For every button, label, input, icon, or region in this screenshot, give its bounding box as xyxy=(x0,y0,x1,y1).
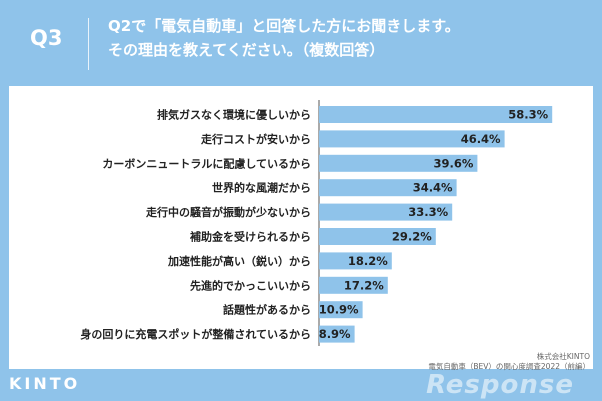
value-label-9: 8.9% xyxy=(319,327,351,341)
question-line-1: Q2で「電気自動車」と回答した方にお聞きします。 xyxy=(108,17,460,35)
bar-4 xyxy=(319,203,453,221)
category-label-0: 排気ガスなく環境に優しいから xyxy=(157,108,311,122)
bar-9 xyxy=(319,325,355,343)
category-label-6: 加速性能が高い（鋭い）から xyxy=(167,254,311,268)
question-text: Q2で「電気自動車」と回答した方にお聞きします。 その理由を教えてください。（複… xyxy=(108,14,588,62)
value-label-0: 58.3% xyxy=(508,108,548,122)
category-label-8: 話題性があるから xyxy=(223,303,311,317)
category-label-2: カーボンニュートラルに配慮しているから xyxy=(102,156,311,170)
value-label-7: 17.2% xyxy=(344,278,384,292)
value-label-3: 34.4% xyxy=(413,181,453,195)
bar-8 xyxy=(319,301,363,319)
value-label-4: 33.3% xyxy=(408,205,448,219)
kinto-logo: KINTO xyxy=(9,374,81,393)
bar-1 xyxy=(319,130,505,148)
bar-chart: 排気ガスなく環境に優しいから 58.3% 走行コストが安いから 46.4% カーボンニュ… xyxy=(80,100,553,346)
bar-7 xyxy=(319,276,388,294)
bar-5 xyxy=(319,228,436,245)
chart-panel: 排気ガスなく環境に優しいから 58.3% 走行コストが安いから 46.4% カーボンニュ… xyxy=(9,86,593,369)
bar-0 xyxy=(319,106,553,123)
value-label-5: 29.2% xyxy=(392,230,432,244)
value-label-6: 18.2% xyxy=(348,254,388,268)
question-line-2: その理由を教えてください。（複数回答） xyxy=(108,41,385,59)
category-label-7: 先進的でかっこいいから xyxy=(190,278,311,292)
category-label-9: 身の回りに充電スポットが整備されているから xyxy=(80,327,311,341)
source-note: 株式会社KINTO 電気自動車（BEV）の関心度調査2022（前編） xyxy=(428,352,590,372)
value-label-1: 46.4% xyxy=(461,132,501,146)
bar-2 xyxy=(319,154,478,172)
bar-6 xyxy=(319,252,392,270)
header-divider xyxy=(88,18,89,70)
bar-3 xyxy=(319,179,457,197)
source-survey: 電気自動車（BEV）の関心度調査2022（前編） xyxy=(428,362,590,371)
category-label-3: 世界的な風潮だから xyxy=(212,181,311,195)
category-label-4: 走行中の騒音が振動が少ないから xyxy=(145,205,311,219)
header-banner: Q3 Q2で「電気自動車」と回答した方にお聞きします。 その理由を教えてください… xyxy=(0,0,602,86)
source-company: 株式会社KINTO xyxy=(536,352,590,361)
category-label-1: 走行コストが安いから xyxy=(200,132,311,146)
category-label-5: 補助金を受けられるから xyxy=(189,230,311,244)
value-label-8: 10.9% xyxy=(319,303,359,317)
response-watermark: Response xyxy=(426,370,574,400)
value-label-2: 39.6% xyxy=(433,156,473,170)
question-number: Q3 xyxy=(30,26,63,50)
